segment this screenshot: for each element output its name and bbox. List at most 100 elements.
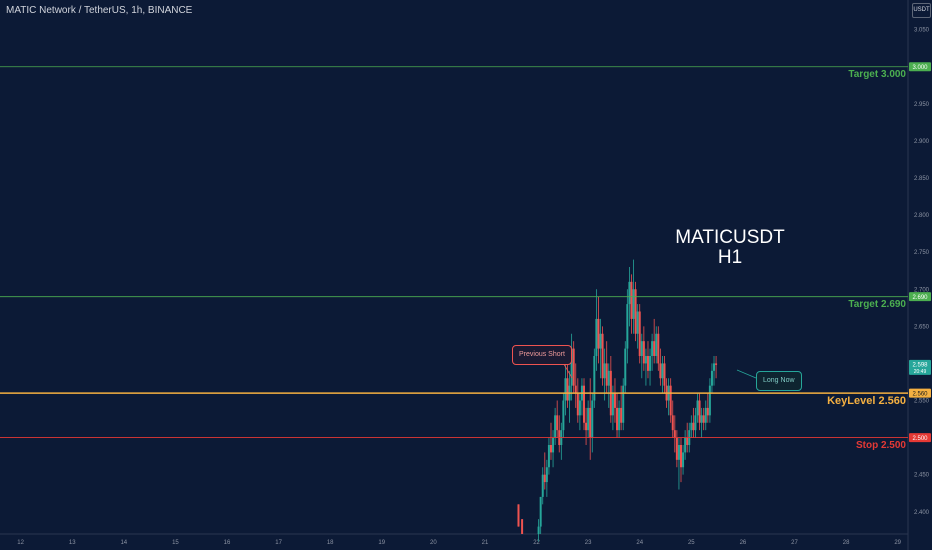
candle-body (591, 400, 594, 438)
candle-body (634, 289, 637, 334)
candle-body (601, 333, 604, 379)
x-tick-label: 19 (378, 540, 385, 546)
candle-body (713, 363, 716, 371)
candle-body (587, 407, 590, 431)
x-tick-label: 23 (585, 540, 592, 546)
x-tick-label: 20 (430, 540, 437, 546)
candle-body (638, 311, 641, 356)
candle-body (700, 415, 703, 423)
candle-body (675, 437, 678, 460)
candle-body (626, 304, 629, 349)
currency-button[interactable]: USDT (912, 3, 931, 18)
y-tick-label: 2.550 (914, 399, 930, 405)
previous-short-callout[interactable]: Previous Short (512, 345, 572, 365)
candle-body (686, 437, 689, 445)
last-price-text: 2.598 (912, 362, 928, 368)
y-tick-label: 2.450 (914, 473, 930, 479)
candle-body (576, 393, 579, 416)
candle-body (642, 341, 645, 364)
level-label-stop: Stop 2.500 (855, 439, 906, 451)
candle-body (574, 385, 577, 394)
candle-body (620, 407, 623, 423)
candle-body (630, 281, 633, 319)
candle-body (545, 467, 548, 483)
x-tick-label: 27 (791, 540, 798, 546)
chart-title-timeframe: H1 (717, 247, 743, 268)
y-tick-label: 2.650 (914, 324, 930, 330)
candle-body (702, 415, 705, 423)
y-tick-label: 2.700 (914, 287, 930, 293)
candle-body (715, 363, 718, 365)
chart-title: MATICUSDT H1 (660, 228, 800, 268)
candle-body (659, 363, 662, 379)
candle-body (539, 496, 542, 527)
level-price-tag-text: 3.000 (912, 65, 928, 71)
x-tick-label: 29 (894, 540, 901, 546)
level-price-tag (909, 62, 931, 72)
candle-body (636, 311, 639, 334)
y-tick-label: 2.950 (914, 102, 930, 108)
x-tick-label: 12 (17, 540, 24, 546)
candle-body (684, 437, 687, 453)
x-tick-label: 16 (224, 540, 231, 546)
long-now-pointer (736, 369, 757, 379)
candle-body (640, 341, 643, 356)
candle-body (572, 348, 575, 386)
candle-body (541, 474, 544, 497)
candle-body (651, 341, 654, 356)
candle-body (562, 400, 565, 431)
candle-body (663, 363, 666, 386)
candle-body (706, 407, 709, 416)
x-tick-label: 15 (172, 540, 179, 546)
candle-body (564, 378, 567, 401)
level-label-target: Target 3.000 (848, 68, 906, 80)
x-tick-label: 22 (533, 540, 540, 546)
x-tick-label: 28 (843, 540, 850, 546)
level-label-target: Target 2.690 (848, 298, 906, 310)
level-price-tag-text: 2.500 (912, 436, 928, 442)
candle-body (603, 363, 606, 379)
candle-body (708, 385, 711, 416)
y-tick-label: 3.050 (914, 28, 930, 34)
long-now-callout[interactable]: Long Now (756, 371, 802, 391)
y-tick-label: 2.800 (914, 213, 930, 219)
candle-body (694, 415, 697, 431)
candle-body (622, 385, 625, 423)
y-tick-label: 2.400 (914, 510, 930, 516)
candle-body (605, 363, 608, 386)
candle-body (547, 445, 550, 468)
candle-body (632, 289, 635, 319)
candle-body (624, 348, 627, 386)
candle-body (710, 370, 713, 386)
level-price-tag-text: 2.560 (912, 391, 928, 397)
candle-body (646, 356, 649, 371)
candle-body (644, 356, 647, 364)
candle-body (537, 526, 540, 534)
candle-body (570, 348, 573, 386)
candle-body (661, 363, 664, 379)
candle-body (566, 378, 569, 401)
y-tick-label: 2.750 (914, 250, 930, 256)
candle-body (682, 452, 685, 468)
candle-body (583, 385, 586, 423)
x-tick-label: 24 (636, 540, 643, 546)
last-price-countdown: 20:49 (914, 369, 927, 375)
candle-body (677, 445, 680, 460)
candle-body (657, 333, 660, 364)
x-tick-label: 13 (69, 540, 76, 546)
x-tick-label: 21 (482, 540, 489, 546)
x-tick-label: 17 (275, 540, 282, 546)
candle-body (698, 400, 701, 423)
symbol-title: MATIC Network / TetherUS, 1h, BINANCE (6, 5, 193, 16)
y-tick-label: 2.900 (914, 139, 930, 145)
candle-body (671, 415, 674, 431)
candle-body (578, 400, 581, 416)
candle-body (552, 437, 555, 453)
chart-title-symbol: MATICUSDT (675, 227, 785, 248)
candle-body (521, 519, 524, 534)
candle-body (680, 445, 682, 468)
x-tick-label: 26 (740, 540, 747, 546)
candle-body (595, 318, 598, 356)
